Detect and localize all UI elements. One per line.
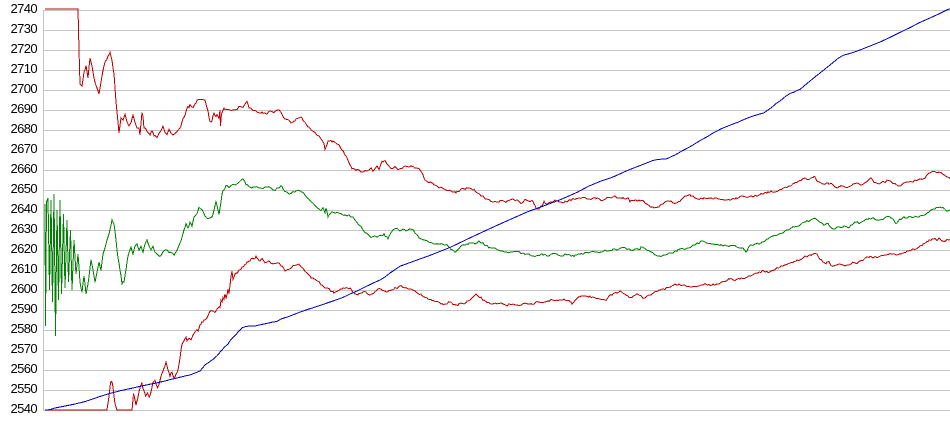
svg-text:2700: 2700 bbox=[10, 81, 37, 96]
svg-text:2540: 2540 bbox=[10, 401, 37, 416]
svg-text:2740: 2740 bbox=[10, 1, 37, 16]
svg-text:2580: 2580 bbox=[10, 321, 37, 336]
svg-text:2550: 2550 bbox=[10, 381, 37, 396]
svg-text:2620: 2620 bbox=[10, 241, 37, 256]
svg-text:2730: 2730 bbox=[10, 21, 37, 36]
svg-text:2670: 2670 bbox=[10, 141, 37, 156]
svg-text:2640: 2640 bbox=[10, 201, 37, 216]
svg-text:2660: 2660 bbox=[10, 161, 37, 176]
svg-text:2690: 2690 bbox=[10, 101, 37, 116]
svg-text:2630: 2630 bbox=[10, 221, 37, 236]
svg-text:2590: 2590 bbox=[10, 301, 37, 316]
svg-text:2610: 2610 bbox=[10, 261, 37, 276]
svg-text:2570: 2570 bbox=[10, 341, 37, 356]
svg-text:2600: 2600 bbox=[10, 281, 37, 296]
svg-text:2680: 2680 bbox=[10, 121, 37, 136]
svg-text:2710: 2710 bbox=[10, 61, 37, 76]
svg-text:2650: 2650 bbox=[10, 181, 37, 196]
svg-text:2720: 2720 bbox=[10, 41, 37, 56]
svg-text:2560: 2560 bbox=[10, 361, 37, 376]
